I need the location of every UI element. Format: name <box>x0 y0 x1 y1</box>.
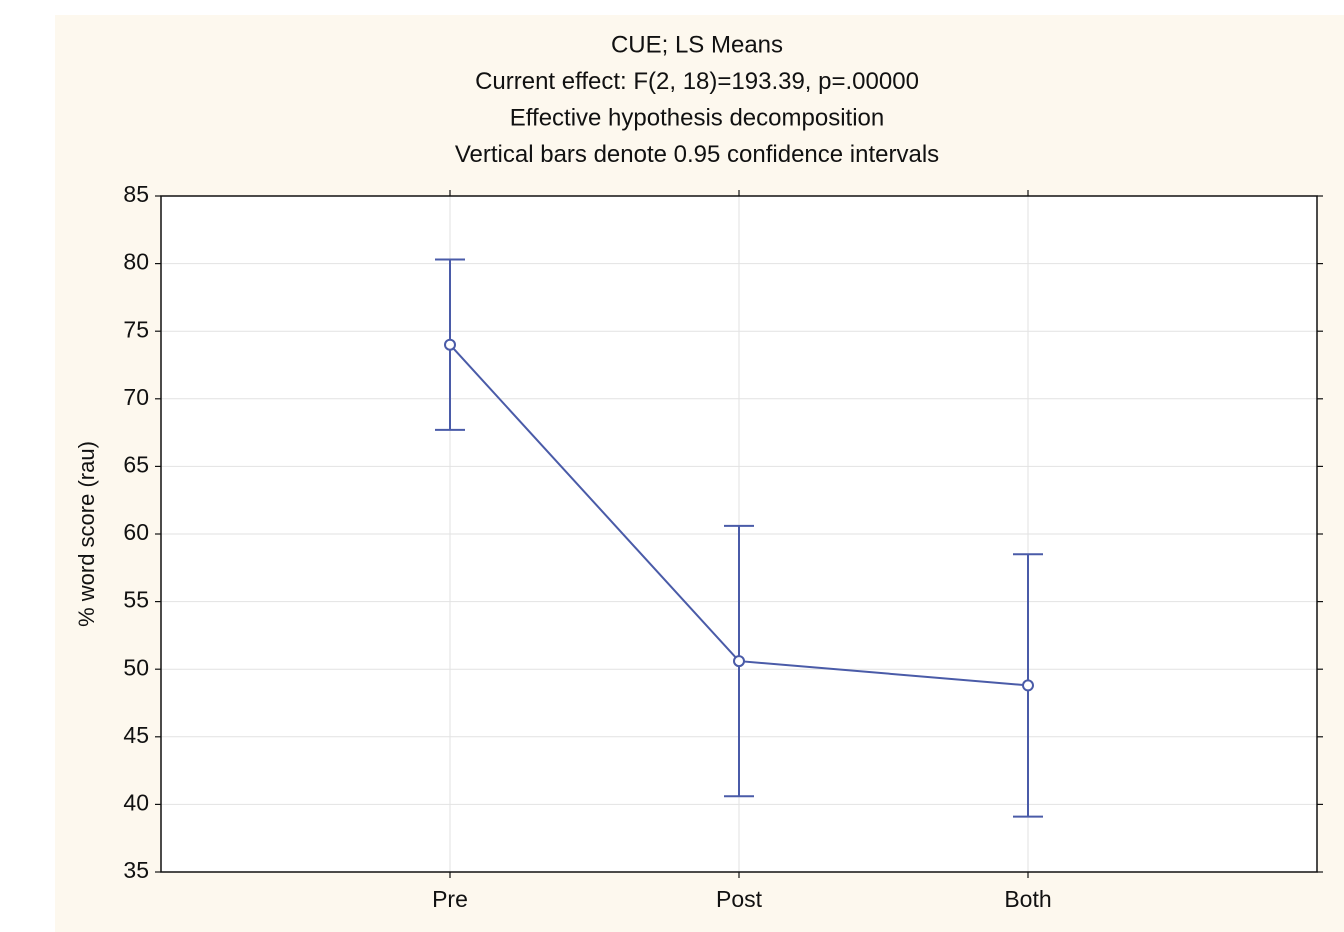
y-tick-label: 60 <box>123 519 149 545</box>
y-tick-label: 65 <box>123 451 149 477</box>
y-tick-label: 50 <box>123 654 149 680</box>
data-point <box>444 338 456 351</box>
y-tick-label: 45 <box>123 722 149 748</box>
x-tick-label: Post <box>716 886 763 912</box>
chart-title: Effective hypothesis decomposition <box>510 104 884 131</box>
y-tick-label: 80 <box>123 249 149 275</box>
chart-title: CUE; LS Means <box>611 31 783 58</box>
chart-title: Current effect: F(2, 18)=193.39, p=.0000… <box>475 68 919 95</box>
y-axis-label: % word score (rau) <box>74 441 99 627</box>
y-tick-label: 75 <box>123 316 149 342</box>
plot-frame <box>160 195 1318 873</box>
x-tick-label: Pre <box>432 886 468 912</box>
data-point <box>733 655 745 668</box>
y-tick-label: 55 <box>123 587 149 613</box>
data-point <box>1022 679 1034 692</box>
y-tick-label: 85 <box>123 181 149 207</box>
y-tick-label: 40 <box>123 789 149 815</box>
y-tick-label: 35 <box>123 857 149 883</box>
y-tick-label: 70 <box>123 384 149 410</box>
x-tick-label: Both <box>1004 886 1051 912</box>
chart-title: Vertical bars denote 0.95 confidence int… <box>455 141 939 168</box>
